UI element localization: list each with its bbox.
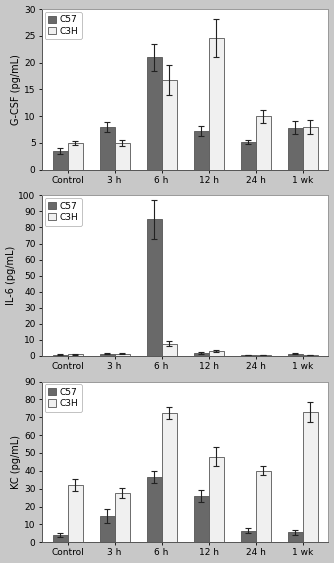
Bar — [162, 80, 177, 169]
Bar — [303, 355, 318, 356]
Bar — [256, 116, 271, 169]
Bar — [209, 38, 224, 169]
Y-axis label: IL-6 (pg/mL): IL-6 (pg/mL) — [6, 246, 16, 305]
Bar — [240, 355, 256, 356]
Bar — [68, 354, 83, 356]
Bar — [303, 127, 318, 169]
Y-axis label: KC (pg/mL): KC (pg/mL) — [11, 435, 21, 489]
Legend: C57, C3H: C57, C3H — [44, 12, 82, 39]
Bar — [256, 355, 271, 356]
Bar — [115, 143, 130, 169]
Bar — [115, 354, 130, 356]
Bar — [100, 127, 115, 169]
Bar — [288, 533, 303, 542]
Bar — [240, 530, 256, 542]
Bar — [147, 477, 162, 542]
Bar — [162, 344, 177, 356]
Bar — [68, 143, 83, 169]
Bar — [100, 516, 115, 542]
Bar — [194, 496, 209, 542]
Bar — [209, 457, 224, 542]
Bar — [147, 57, 162, 169]
Bar — [53, 535, 68, 542]
Bar — [288, 354, 303, 356]
Bar — [100, 354, 115, 356]
Bar — [194, 131, 209, 169]
Legend: C57, C3H: C57, C3H — [44, 198, 82, 226]
Bar — [147, 220, 162, 356]
Legend: C57, C3H: C57, C3H — [44, 385, 82, 412]
Bar — [303, 412, 318, 542]
Bar — [209, 351, 224, 356]
Bar — [288, 128, 303, 169]
Bar — [53, 355, 68, 356]
Y-axis label: G-CSF (pg/mL): G-CSF (pg/mL) — [11, 54, 21, 125]
Bar — [53, 151, 68, 169]
Bar — [68, 485, 83, 542]
Bar — [240, 142, 256, 169]
Bar — [256, 471, 271, 542]
Bar — [115, 493, 130, 542]
Bar — [194, 352, 209, 356]
Bar — [162, 413, 177, 542]
